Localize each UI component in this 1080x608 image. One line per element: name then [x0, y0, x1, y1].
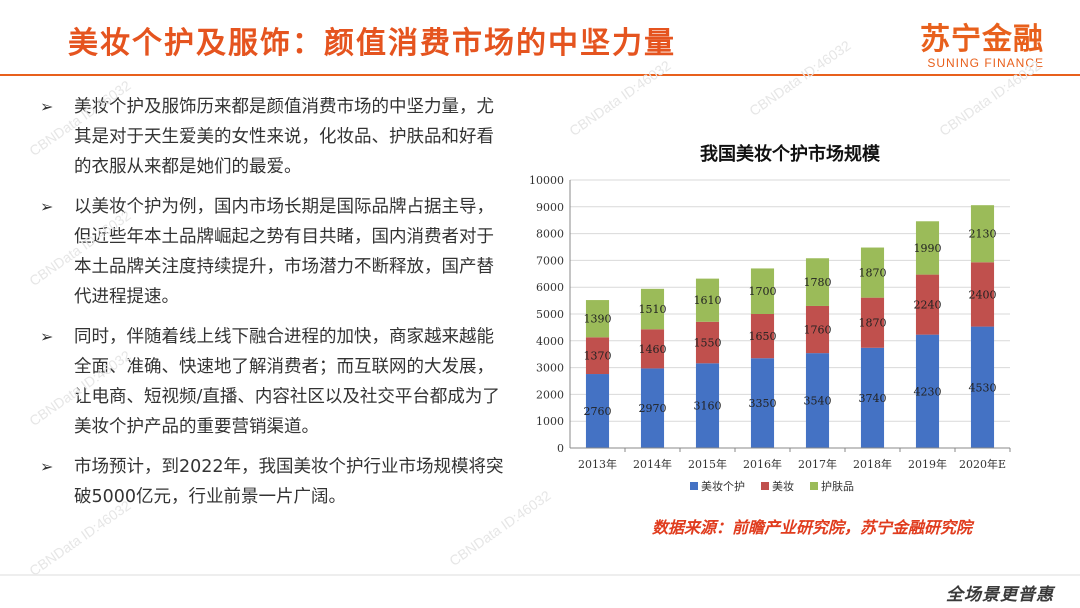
bar-segment	[640, 288, 665, 330]
data-label: 3350	[749, 397, 777, 410]
footer-slogan-logo: 全场景更普惠	[946, 585, 1054, 605]
header-divider	[0, 74, 1080, 76]
data-label: 1700	[749, 285, 777, 298]
brand-name-cn: 苏宁金融	[920, 22, 1044, 57]
y-tick-label: 2000	[536, 388, 564, 401]
data-label: 4530	[969, 381, 997, 394]
bar-segment	[750, 268, 775, 314]
y-tick-label: 5000	[536, 308, 564, 321]
data-label: 1370	[584, 350, 612, 363]
bar-segment	[970, 262, 995, 327]
y-tick-label: 4000	[536, 335, 564, 348]
watermark: CBNData ID:46032	[746, 37, 854, 119]
data-label: 3540	[804, 395, 832, 408]
data-label: 1390	[584, 313, 612, 326]
bar-segment	[860, 347, 885, 448]
bar-segment	[970, 326, 995, 448]
brand-name-en: SUNING FINANCE	[927, 56, 1044, 70]
bar-segment	[640, 329, 665, 369]
y-tick-label: 7000	[536, 254, 564, 267]
y-tick-label: 9000	[536, 201, 564, 214]
bullet-text: 以美妆个护为例，国内市场长期是国际品牌占据主导，但近些年本土品牌崛起之势有目共睹…	[74, 197, 494, 307]
chart-title: 我国美妆个护市场规模	[700, 143, 881, 165]
bullet-text: 同时，伴随着线上线下融合进程的加快，商家越来越能全面、准确、快速地了解消费者；而…	[74, 327, 500, 437]
slide-title: 美妆个护及服饰：颜值消费市场的中坚力量	[68, 26, 676, 61]
legend-label: 护肤品	[821, 479, 854, 493]
x-tick-label: 2015年	[688, 457, 727, 471]
bar-segment	[585, 300, 610, 338]
arrow-bullet-icon: ➢	[40, 327, 54, 346]
bar-segment	[805, 305, 830, 354]
bullet-item: ➢ 以美妆个护为例，国内市场长期是国际品牌占据主导，但近些年本土品牌崛起之势有目…	[40, 192, 510, 312]
data-label: 1990	[914, 242, 942, 255]
bullet-item: ➢ 美妆个护及服饰历来都是颜值消费市场的中坚力量，尤其是对于天生爱美的女性来说，…	[40, 92, 510, 182]
data-label: 1650	[749, 330, 777, 343]
bar-segment	[915, 221, 940, 275]
data-label: 2970	[639, 402, 667, 415]
bar-segment	[915, 334, 940, 448]
data-label: 2240	[914, 299, 942, 312]
bullet-text: 市场预计，到2022年，我国美妆个护行业市场规模将突破5000亿元，行业前景一片…	[74, 457, 504, 507]
bar-segment	[750, 314, 775, 359]
bar-segment	[585, 374, 610, 448]
data-label: 1870	[859, 317, 887, 330]
chart-svg: 我国美妆个护市场规模 2760 1370 1390 2970 1460 1510 3160 1…	[529, 143, 1011, 493]
arrow-bullet-icon: ➢	[40, 457, 54, 476]
y-tick-label: 3000	[536, 362, 564, 375]
data-label: 1550	[694, 337, 722, 350]
arrow-bullet-icon: ➢	[40, 197, 54, 216]
bullet-list: ➢ 美妆个护及服饰历来都是颜值消费市场的中坚力量，尤其是对于天生爱美的女性来说，…	[40, 92, 510, 522]
bar-segment	[695, 321, 720, 364]
data-label: 2130	[969, 228, 997, 241]
y-tick-label: 10000	[529, 174, 564, 187]
data-label: 1780	[804, 276, 832, 289]
legend-swatch	[761, 482, 769, 490]
x-tick-label: 2020年E	[959, 457, 1006, 471]
brand-logo: 苏宁金融 SUNING FINANCE	[920, 14, 1044, 70]
bar-segment	[750, 358, 775, 448]
bar-segment	[970, 205, 995, 263]
data-source-note: 数据来源：前瞻产业研究院，苏宁金融研究院	[652, 518, 973, 537]
y-tick-label: 8000	[536, 228, 564, 241]
x-tick-label: 2017年	[798, 457, 837, 471]
y-tick-label: 1000	[536, 415, 564, 428]
data-label: 1760	[804, 324, 832, 337]
x-tick-label: 2018年	[853, 457, 892, 471]
bar-segment	[640, 368, 665, 448]
bar-segment	[805, 258, 830, 306]
data-label: 1870	[859, 267, 887, 280]
x-tick-label: 2016年	[743, 457, 782, 471]
x-tick-label: 2014年	[633, 457, 672, 471]
bar-segment	[915, 274, 940, 335]
bullet-item: ➢ 市场预计，到2022年，我国美妆个护行业市场规模将突破5000亿元，行业前景…	[40, 452, 510, 512]
data-label: 3160	[694, 400, 722, 413]
legend-label: 美妆	[772, 480, 794, 493]
y-tick-label: 6000	[536, 281, 564, 294]
bar-segment	[805, 353, 830, 448]
data-label: 1460	[639, 343, 667, 356]
bar-segment	[695, 278, 720, 322]
footer-divider	[0, 574, 1080, 576]
legend-swatch	[810, 482, 818, 490]
bar-segment	[860, 297, 885, 348]
bar-segment	[695, 363, 720, 448]
legend-swatch	[690, 482, 698, 490]
legend-label: 美妆个护	[701, 479, 745, 493]
data-label: 1610	[694, 294, 722, 307]
x-tick-label: 2013年	[578, 457, 617, 471]
watermark: CBNData ID:46032	[566, 57, 674, 139]
y-tick-label: 0	[557, 442, 564, 455]
data-label: 2760	[584, 405, 612, 418]
bullet-item: ➢ 同时，伴随着线上线下融合进程的加快，商家越来越能全面、准确、快速地了解消费者…	[40, 322, 510, 442]
bullet-text: 美妆个护及服饰历来都是颜值消费市场的中坚力量，尤其是对于天生爱美的女性来说，化妆…	[74, 97, 494, 177]
market-size-chart: 我国美妆个护市场规模 2760 1370 1390 2970 1460 1510 3160 1…	[520, 138, 1020, 508]
bar-segment	[585, 337, 610, 375]
data-label: 4230	[914, 385, 942, 398]
bar-segment	[860, 247, 885, 298]
data-label: 2400	[969, 288, 997, 301]
data-label: 3740	[859, 392, 887, 405]
data-label: 1510	[639, 303, 667, 316]
arrow-bullet-icon: ➢	[40, 97, 54, 116]
x-tick-label: 2019年	[908, 457, 947, 471]
